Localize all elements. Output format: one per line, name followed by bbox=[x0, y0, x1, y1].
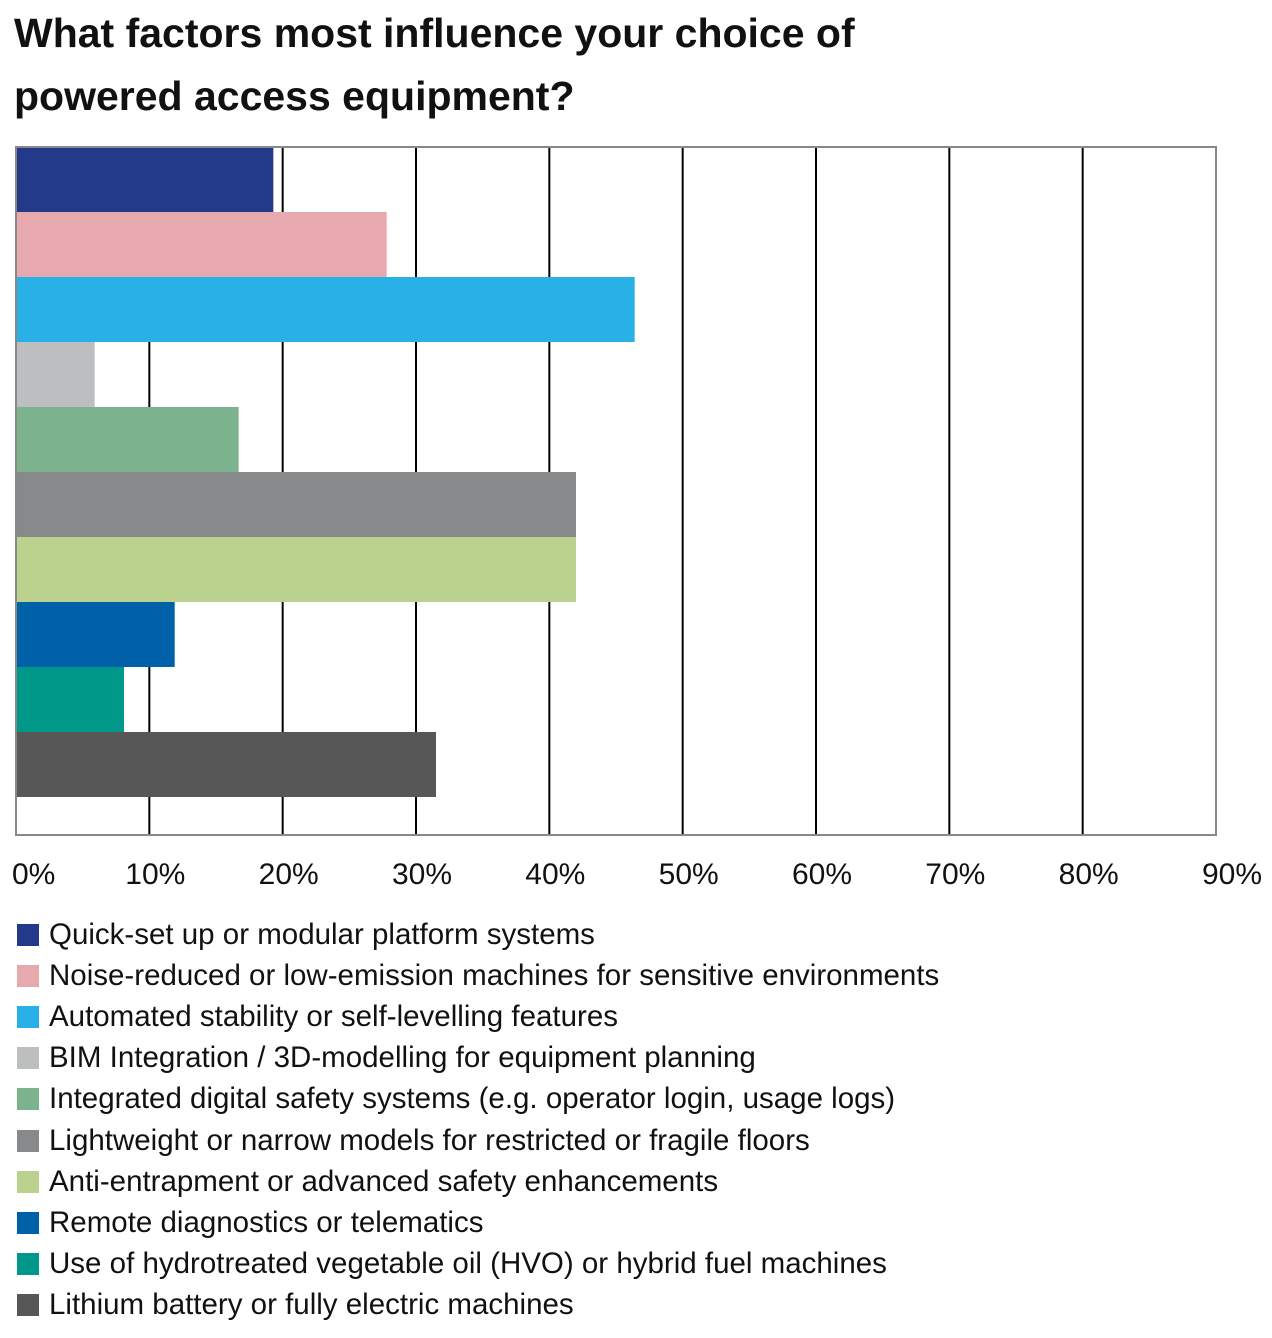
legend-item: BIM Integration / 3D-modelling for equip… bbox=[17, 1038, 939, 1079]
legend-label: Automated stability or self-levelling fe… bbox=[49, 999, 618, 1033]
legend-item: Use of hydrotreated vegetable oil (HVO) … bbox=[17, 1244, 939, 1285]
legend-label: Lightweight or narrow models for restric… bbox=[49, 1123, 810, 1157]
legend-label: BIM Integration / 3D-modelling for equip… bbox=[49, 1041, 756, 1075]
x-tick-label: 60% bbox=[792, 858, 852, 891]
plot-frame bbox=[15, 146, 1217, 836]
bar bbox=[16, 407, 239, 472]
legend-swatch bbox=[17, 964, 39, 987]
bar bbox=[16, 212, 387, 277]
legend-item: Lithium battery or fully electric machin… bbox=[17, 1285, 939, 1326]
legend-swatch bbox=[17, 1088, 39, 1111]
legend-swatch bbox=[17, 1005, 39, 1028]
legend-swatch bbox=[17, 1294, 39, 1317]
bar bbox=[16, 147, 274, 212]
legend-swatch bbox=[17, 1170, 39, 1193]
legend-label: Use of hydrotreated vegetable oil (HVO) … bbox=[49, 1247, 887, 1281]
legend-label: Remote diagnostics or telematics bbox=[49, 1205, 484, 1239]
bar bbox=[16, 342, 95, 407]
legend-item: Automated stability or self-levelling fe… bbox=[17, 996, 939, 1037]
bar-chart: 0% 10% 20% 30% 40% 50% 60% 70% 80% 90% bbox=[12, 146, 1262, 891]
legend-item: Lightweight or narrow models for restric… bbox=[17, 1120, 939, 1161]
legend-swatch bbox=[17, 1047, 39, 1070]
legend-item: Integrated digital safety systems (e.g. … bbox=[17, 1079, 939, 1120]
x-tick-label: 10% bbox=[125, 858, 185, 891]
legend-item: Noise-reduced or low-emission machines f… bbox=[17, 955, 939, 996]
legend-label: Anti-entrapment or advanced safety enhan… bbox=[49, 1164, 719, 1198]
x-tick-label: 50% bbox=[659, 858, 719, 891]
legend-item: Quick-set up or modular platform systems bbox=[17, 914, 939, 955]
x-tick-label: 20% bbox=[259, 858, 319, 891]
legend: Quick-set up or modular platform systems… bbox=[17, 914, 939, 1326]
bar bbox=[16, 537, 576, 602]
x-tick-label: 0% bbox=[12, 858, 55, 891]
chart-title: What factors most influence your choice … bbox=[14, 10, 855, 119]
bar bbox=[16, 277, 635, 342]
x-tick-label: 80% bbox=[1059, 858, 1119, 891]
x-tick-label: 90% bbox=[1202, 858, 1262, 891]
legend-label: Noise-reduced or low-emission machines f… bbox=[49, 958, 940, 992]
legend-label: Quick-set up or modular platform systems bbox=[49, 917, 595, 951]
bar bbox=[16, 602, 175, 667]
bar bbox=[16, 667, 124, 732]
legend-swatch bbox=[17, 1211, 39, 1234]
legend-label: Integrated digital safety systems (e.g. … bbox=[49, 1082, 896, 1116]
legend-item: Remote diagnostics or telematics bbox=[17, 1202, 939, 1243]
legend-label: Lithium battery or fully electric machin… bbox=[49, 1288, 574, 1322]
x-tick-label: 30% bbox=[392, 858, 452, 891]
bar bbox=[16, 732, 436, 797]
legend-swatch bbox=[17, 1129, 39, 1152]
legend-swatch bbox=[17, 1253, 39, 1276]
x-tick-label: 40% bbox=[525, 858, 585, 891]
legend-item: Anti-entrapment or advanced safety enhan… bbox=[17, 1161, 939, 1202]
x-tick-label: 70% bbox=[925, 858, 985, 891]
bar bbox=[16, 472, 576, 537]
legend-swatch bbox=[17, 923, 39, 946]
